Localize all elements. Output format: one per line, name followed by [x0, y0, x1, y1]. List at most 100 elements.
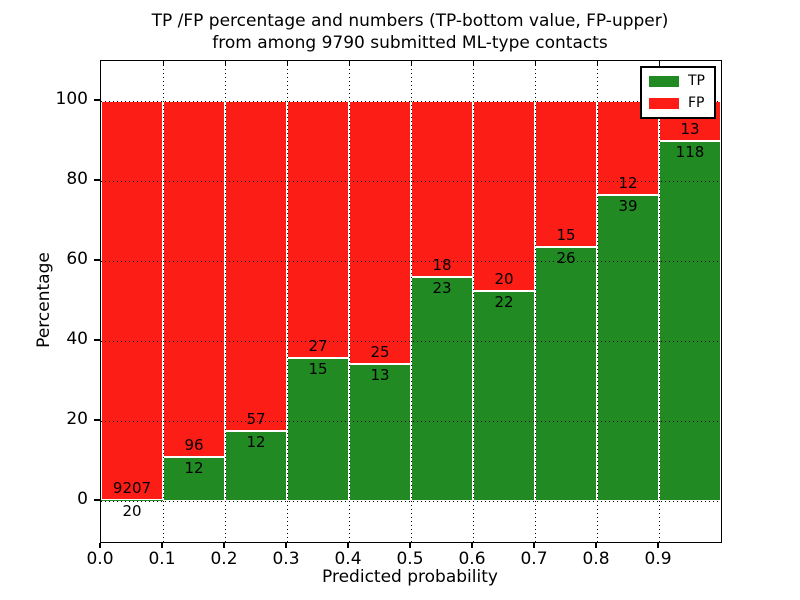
- x-tick-top: [534, 61, 536, 65]
- grid-line-horizontal: [101, 181, 721, 182]
- legend-label: TP: [688, 73, 705, 89]
- legend-label: FP: [688, 95, 705, 111]
- tp-count-label: 26: [556, 249, 576, 268]
- x-tick-top: [286, 61, 288, 65]
- grid-line-vertical: [410, 61, 412, 542]
- fp-count-label: 20: [494, 270, 514, 289]
- x-tick-label: 0.4: [334, 549, 362, 569]
- bar-fp-segment: [225, 101, 287, 432]
- x-tick: [657, 542, 659, 548]
- chart-title: TP /FP percentage and numbers (TP-bottom…: [100, 10, 720, 54]
- bar-fp-segment: [163, 101, 225, 457]
- chart-title-line2: from among 9790 submitted ML-type contac…: [212, 33, 608, 53]
- x-tick: [347, 542, 349, 548]
- bar-fp-segment: [473, 101, 535, 292]
- bar-fp-segment: [411, 101, 473, 277]
- fp-count-label: 9207: [112, 479, 152, 498]
- bar-fp-segment: [101, 101, 163, 501]
- fp-count-label: 27: [308, 337, 328, 356]
- x-tick: [99, 542, 101, 548]
- x-axis-label: Predicted probability: [322, 567, 498, 587]
- bar-tp-segment: [101, 500, 163, 501]
- y-tick: [94, 499, 100, 501]
- x-tick-label: 0.1: [148, 549, 176, 569]
- y-tick: [94, 419, 100, 421]
- x-tick: [533, 542, 535, 548]
- fp-count-label: 96: [184, 435, 204, 454]
- x-tick: [161, 542, 163, 548]
- legend: TP FP: [640, 66, 716, 119]
- x-tick-label: 0.0: [86, 549, 114, 569]
- x-tick: [285, 542, 287, 548]
- y-tick-label: 20: [66, 409, 88, 429]
- y-tick-label: 60: [66, 249, 88, 269]
- tp-count-label: 22: [494, 293, 514, 312]
- x-tick-top: [596, 61, 598, 65]
- x-tick-label: 0.6: [458, 549, 486, 569]
- x-tick-label: 0.9: [644, 549, 672, 569]
- fp-count-label: 13: [680, 119, 700, 138]
- bar-tp-segment: [225, 431, 287, 501]
- grid-line-vertical: [162, 61, 164, 542]
- x-tick-top: [224, 61, 226, 65]
- bar-fp-segment: [287, 101, 349, 359]
- x-tick-label: 0.7: [520, 549, 548, 569]
- x-tick-top: [410, 61, 412, 65]
- grid-line-horizontal: [101, 341, 721, 342]
- bar-tp-segment: [287, 358, 349, 501]
- grid-line-vertical: [224, 61, 226, 542]
- y-tick-label: 0: [77, 489, 88, 509]
- x-tick: [595, 542, 597, 548]
- bar-tp-segment: [659, 140, 721, 501]
- tp-count-label: 12: [184, 458, 204, 477]
- x-tick: [409, 542, 411, 548]
- grid-line-vertical: [286, 61, 288, 542]
- grid-line-vertical: [534, 61, 536, 542]
- x-tick-top: [162, 61, 164, 65]
- tp-count-label: 39: [618, 197, 638, 216]
- x-tick: [471, 542, 473, 548]
- bar-tp-segment: [535, 247, 597, 501]
- grid-line-horizontal: [101, 101, 721, 102]
- bar-tp-segment: [411, 276, 473, 501]
- grid-line-horizontal: [101, 421, 721, 422]
- plot-area: TP FP 9207 20 96 12 57 12 27 15 25 13 18 23 20 22 15 26 1…: [100, 60, 722, 543]
- fp-count-label: 57: [246, 410, 266, 429]
- fp-count-label: 25: [370, 343, 390, 362]
- grid-line-vertical: [596, 61, 598, 542]
- x-tick-label: 0.2: [210, 549, 238, 569]
- legend-item: TP: [649, 74, 705, 89]
- x-tick-top: [348, 61, 350, 65]
- x-tick: [223, 542, 225, 548]
- bar-fp-segment: [535, 101, 597, 248]
- y-tick-label: 100: [55, 89, 88, 109]
- fp-count-label: 18: [432, 255, 452, 274]
- tp-count-label: 23: [432, 278, 452, 297]
- x-tick-label: 0.8: [582, 549, 610, 569]
- x-tick-top: [472, 61, 474, 65]
- grid-line-vertical: [348, 61, 350, 542]
- x-tick-label: 0.3: [272, 549, 300, 569]
- legend-swatch-tp: [649, 76, 679, 87]
- chart-title-line1: TP /FP percentage and numbers (TP-bottom…: [151, 11, 669, 31]
- legend-swatch-fp: [649, 98, 679, 109]
- y-tick: [94, 179, 100, 181]
- fp-count-label: 12: [618, 174, 638, 193]
- fp-count-label: 15: [556, 226, 576, 245]
- tp-count-label: 15: [308, 360, 328, 379]
- grid-line-horizontal: [101, 261, 721, 262]
- grid-line-vertical: [472, 61, 474, 542]
- tp-count-label: 13: [370, 366, 390, 385]
- y-tick: [94, 259, 100, 261]
- tp-count-label: 20: [122, 502, 142, 521]
- y-tick: [94, 339, 100, 341]
- bar-tp-segment: [597, 195, 659, 501]
- bar-fp-segment: [349, 101, 411, 365]
- grid-line-vertical: [658, 61, 660, 542]
- y-tick: [94, 99, 100, 101]
- grid-line-horizontal: [101, 501, 721, 502]
- legend-item: FP: [649, 96, 705, 111]
- x-tick-label: 0.5: [396, 549, 424, 569]
- tp-count-label: 118: [675, 142, 705, 161]
